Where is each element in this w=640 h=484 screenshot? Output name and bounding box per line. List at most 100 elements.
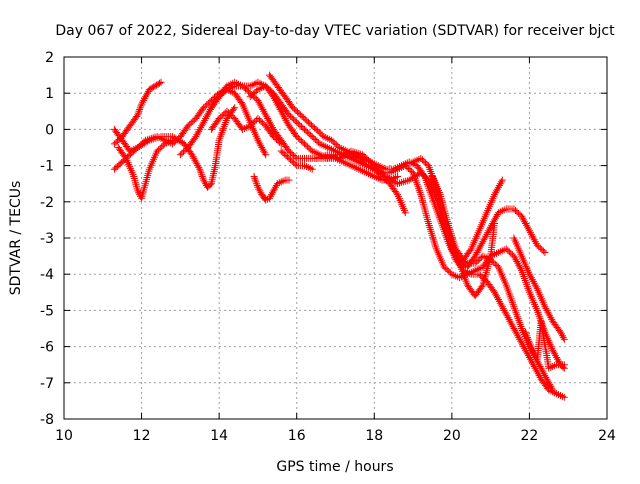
data-point-track-05-28 bbox=[396, 193, 399, 196]
data-point-track-08-25 bbox=[544, 374, 546, 377]
data-point-track-08-22 bbox=[520, 327, 523, 330]
data-point-track-14-6 bbox=[257, 81, 259, 84]
data-point-track-06-39 bbox=[551, 349, 554, 352]
data-point-track-06-26 bbox=[451, 273, 453, 276]
data-point-track-05-29 bbox=[404, 211, 407, 214]
data-point-track-06-33 bbox=[505, 248, 508, 250]
data-point-track-13-0 bbox=[513, 237, 515, 239]
data-point-track-03-3 bbox=[136, 190, 139, 192]
data-point-track-07-2 bbox=[284, 96, 286, 98]
data-point-track-04-8 bbox=[199, 168, 201, 170]
data-point-track-07-4 bbox=[299, 114, 302, 116]
data-point-track-09-12 bbox=[505, 208, 508, 210]
data-point-track-02-3 bbox=[136, 114, 139, 116]
data-point-track-09-8 bbox=[474, 255, 476, 257]
data-point-track-09-2 bbox=[427, 164, 430, 167]
data-point-track-02-8 bbox=[160, 81, 162, 84]
series-track-17 bbox=[207, 107, 285, 148]
data-point-track-16-3 bbox=[303, 164, 306, 167]
data-point-track-17-4 bbox=[241, 128, 244, 131]
data-point-track-08-5 bbox=[373, 164, 376, 167]
data-point-track-07-29 bbox=[493, 291, 496, 294]
data-point-track-07-16 bbox=[392, 168, 395, 170]
data-point-track-05-10 bbox=[257, 99, 259, 102]
data-point-track-05-14 bbox=[288, 150, 290, 152]
data-point-track-04-2 bbox=[136, 146, 139, 149]
y-tick-label: -4 bbox=[40, 267, 54, 283]
data-point-track-17-7 bbox=[264, 125, 267, 127]
y-tick-label: -3 bbox=[40, 231, 54, 247]
data-point-track-08-9 bbox=[420, 172, 422, 174]
data-point-track-06-15 bbox=[365, 164, 368, 167]
data-point-track-14-12 bbox=[303, 143, 306, 145]
data-point-track-13-6 bbox=[559, 331, 562, 333]
data-point-track-05-12 bbox=[272, 128, 275, 131]
data-point-track-06-7 bbox=[303, 128, 306, 131]
data-point-track-10-7 bbox=[486, 211, 488, 214]
data-point-track-15-9 bbox=[288, 179, 290, 181]
data-point-track-11-2 bbox=[458, 262, 461, 265]
data-point-track-14-22 bbox=[381, 179, 383, 181]
series-track-04 bbox=[110, 104, 239, 191]
data-point-track-01-8 bbox=[179, 135, 182, 138]
data-point-track-06-5 bbox=[288, 114, 290, 116]
chart-title: Day 067 of 2022, Sidereal Day-to-day VTE… bbox=[55, 23, 615, 39]
data-point-track-09-16 bbox=[536, 244, 538, 246]
data-point-track-08-4 bbox=[361, 153, 364, 156]
data-point-track-15-3 bbox=[264, 199, 267, 201]
data-point-track-07-14 bbox=[377, 164, 380, 167]
data-point-track-13-4 bbox=[544, 306, 546, 308]
data-point-track-07-15 bbox=[385, 168, 387, 170]
data-point-track-15-7 bbox=[280, 181, 283, 183]
data-point-track-14-19 bbox=[358, 168, 360, 170]
data-point-track-02-6 bbox=[148, 88, 151, 91]
data-point-track-04-3 bbox=[148, 139, 151, 142]
data-point-track-15-6 bbox=[276, 182, 279, 185]
series-track-13 bbox=[510, 234, 568, 343]
data-point-track-12-1 bbox=[528, 342, 531, 344]
data-point-track-14-3 bbox=[233, 85, 236, 87]
data-point-track-08-3 bbox=[350, 150, 352, 152]
data-point-track-02-0 bbox=[113, 143, 116, 145]
data-point-track-02-7 bbox=[154, 85, 156, 87]
data-point-track-02-2 bbox=[129, 125, 131, 127]
data-point-track-07-30 bbox=[501, 306, 504, 308]
data-point-track-11-4 bbox=[474, 295, 476, 297]
data-point-track-05-0 bbox=[179, 153, 182, 156]
data-point-track-01-10 bbox=[195, 117, 197, 120]
data-point-track-17-8 bbox=[272, 135, 275, 138]
data-point-track-04-1 bbox=[125, 157, 127, 160]
data-point-track-10-0 bbox=[431, 175, 434, 178]
data-point-track-13-3 bbox=[536, 287, 538, 290]
data-point-track-04-0 bbox=[113, 168, 116, 170]
data-point-track-15-8 bbox=[284, 179, 286, 181]
y-tick-label: 1 bbox=[45, 86, 54, 102]
x-tick-label: 24 bbox=[598, 428, 616, 444]
data-point-track-10-6 bbox=[478, 230, 480, 232]
x-tick-label: 22 bbox=[521, 428, 539, 444]
data-point-track-03-7 bbox=[164, 143, 166, 145]
data-point-track-06-23 bbox=[427, 222, 430, 225]
data-point-track-16-2 bbox=[295, 164, 298, 167]
data-point-track-04-14 bbox=[226, 117, 228, 120]
data-point-track-08-8 bbox=[408, 179, 411, 181]
data-point-track-05-3 bbox=[202, 121, 205, 123]
data-point-track-13-1 bbox=[520, 255, 523, 257]
data-point-track-16-0 bbox=[280, 150, 283, 152]
data-point-track-10-1 bbox=[439, 193, 442, 196]
data-point-track-09-0 bbox=[412, 161, 414, 163]
data-point-track-07-19 bbox=[416, 164, 418, 167]
data-point-track-14-11 bbox=[295, 135, 298, 138]
series-track-12 bbox=[522, 317, 568, 372]
data-point-track-11-6 bbox=[489, 255, 492, 257]
data-point-track-12-3 bbox=[540, 320, 542, 323]
data-point-track-04-15 bbox=[233, 106, 236, 109]
y-tick-label: 2 bbox=[45, 50, 54, 66]
data-point-track-04-13 bbox=[218, 139, 220, 142]
data-point-track-05-2 bbox=[195, 135, 197, 138]
data-point-track-07-7 bbox=[323, 135, 325, 138]
data-point-track-09-14 bbox=[520, 215, 523, 218]
data-point-track-06-8 bbox=[311, 135, 314, 138]
data-point-track-07-31 bbox=[509, 320, 511, 323]
